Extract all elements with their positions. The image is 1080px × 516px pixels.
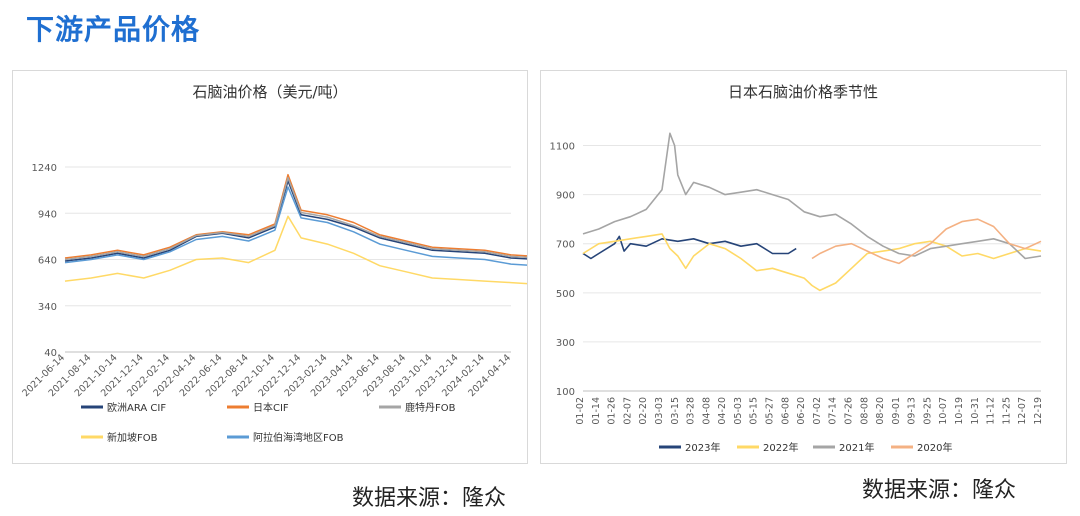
x-tick-label: 03-28 [686,397,697,425]
legend-label: 阿拉伯海湾地区FOB [253,431,344,444]
series-line-0-4 [64,186,527,266]
series-line-0-1 [64,173,527,259]
x-tick-label: 08-08 [859,397,870,425]
x-tick-label: 05-15 [749,397,760,425]
x-tick-label: 07-14 [828,397,839,425]
source-note-left: 数据来源：隆众 [352,486,507,511]
x-tick-label: 09-13 [907,397,918,425]
chart-title: 日本石脑油价格季节性 [728,83,878,101]
x-tick-label: 01-02 [575,397,586,425]
y-tick-label: 900 [556,191,575,202]
series-line-1-1 [582,233,1042,292]
series-line-1-0 [582,235,797,260]
chart-title: 石脑油价格（美元/吨） [192,83,347,101]
y-tick-label: 940 [38,209,57,220]
x-tick-label: 02-20 [638,397,649,425]
x-tick-label: 01-14 [591,397,602,425]
source-note-right: 数据来源：隆众 [862,478,1017,503]
x-tick-label: 06-20 [796,397,807,425]
japan-naphtha-seasonal-chart-svg: 日本石脑油价格季节性 100 300 500 700 900 1100 01-02 01-14 0… [550,83,1044,454]
x-tick-label: 05-27 [765,397,776,425]
legend-label: 欧洲ARA CIF [107,402,166,414]
x-tick-label: 06-08 [780,397,791,425]
page-title: 下游产品价格 [26,13,201,46]
y-tick-label: 300 [556,338,575,349]
y-tick-label: 40 [44,348,57,359]
x-tick-label: 03-15 [670,397,681,425]
x-tick-label: 04-20 [717,397,728,425]
y-tick-label: 500 [556,289,575,300]
japan-naphtha-seasonal-chart: 日本石脑油价格季节性 100 300 500 700 900 1100 01-02 01-14 0… [540,70,1067,464]
y-tick-label: 700 [556,240,575,251]
series-line-0-0 [64,180,527,262]
x-tick-label: 05-03 [733,397,744,425]
x-tick-label: 11-25 [1001,397,1012,425]
legend-label: 2022年 [763,441,798,454]
x-tick-label: 09-25 [922,397,933,425]
y-tick-label: 640 [38,256,57,267]
y-tick-label: 1100 [550,142,575,153]
legend-label: 鹿特丹FOB [405,401,456,414]
x-tick-label: 07-02 [812,397,823,425]
legend-label: 2020年 [917,441,952,454]
legend-label: 2023年 [685,441,720,454]
legend-label: 2021年 [839,441,874,454]
legend-label: 日本CIF [253,401,289,414]
x-tick-label: 10-07 [938,397,949,425]
x-tick-label: 03-03 [654,397,665,425]
series-line-0-3 [64,215,527,285]
x-tick-label: 10-19 [954,397,965,425]
x-tick-label: 04-08 [701,397,712,425]
naphtha-price-chart-svg: 石脑油价格（美元/吨）4034064094012402021-06-142021… [20,83,527,444]
y-tick-label: 1240 [32,163,57,174]
series-line-1-2 [582,132,1042,260]
naphtha-price-chart: 石脑油价格（美元/吨） 40 340 640 940 1240 2021-06-14 2021… [12,70,528,464]
x-tick-label: 08-20 [875,397,886,425]
x-tick-label: 07-26 [843,397,854,425]
series-line-0-2 [64,177,527,261]
x-tick-label: 12-07 [1017,397,1028,425]
legend-label: 新加坡FOB [107,431,158,444]
x-tick-label: 10-31 [970,397,981,425]
x-tick-label: 12-19 [1033,397,1044,425]
x-tick-label: 11-12 [986,397,997,425]
x-tick-label: 02-07 [622,397,633,425]
series-line-1-3 [811,218,1042,265]
x-tick-label: 09-01 [891,397,902,425]
y-tick-label: 340 [38,302,57,313]
y-tick-label: 100 [556,387,575,398]
x-tick-label: 01-26 [607,397,618,425]
